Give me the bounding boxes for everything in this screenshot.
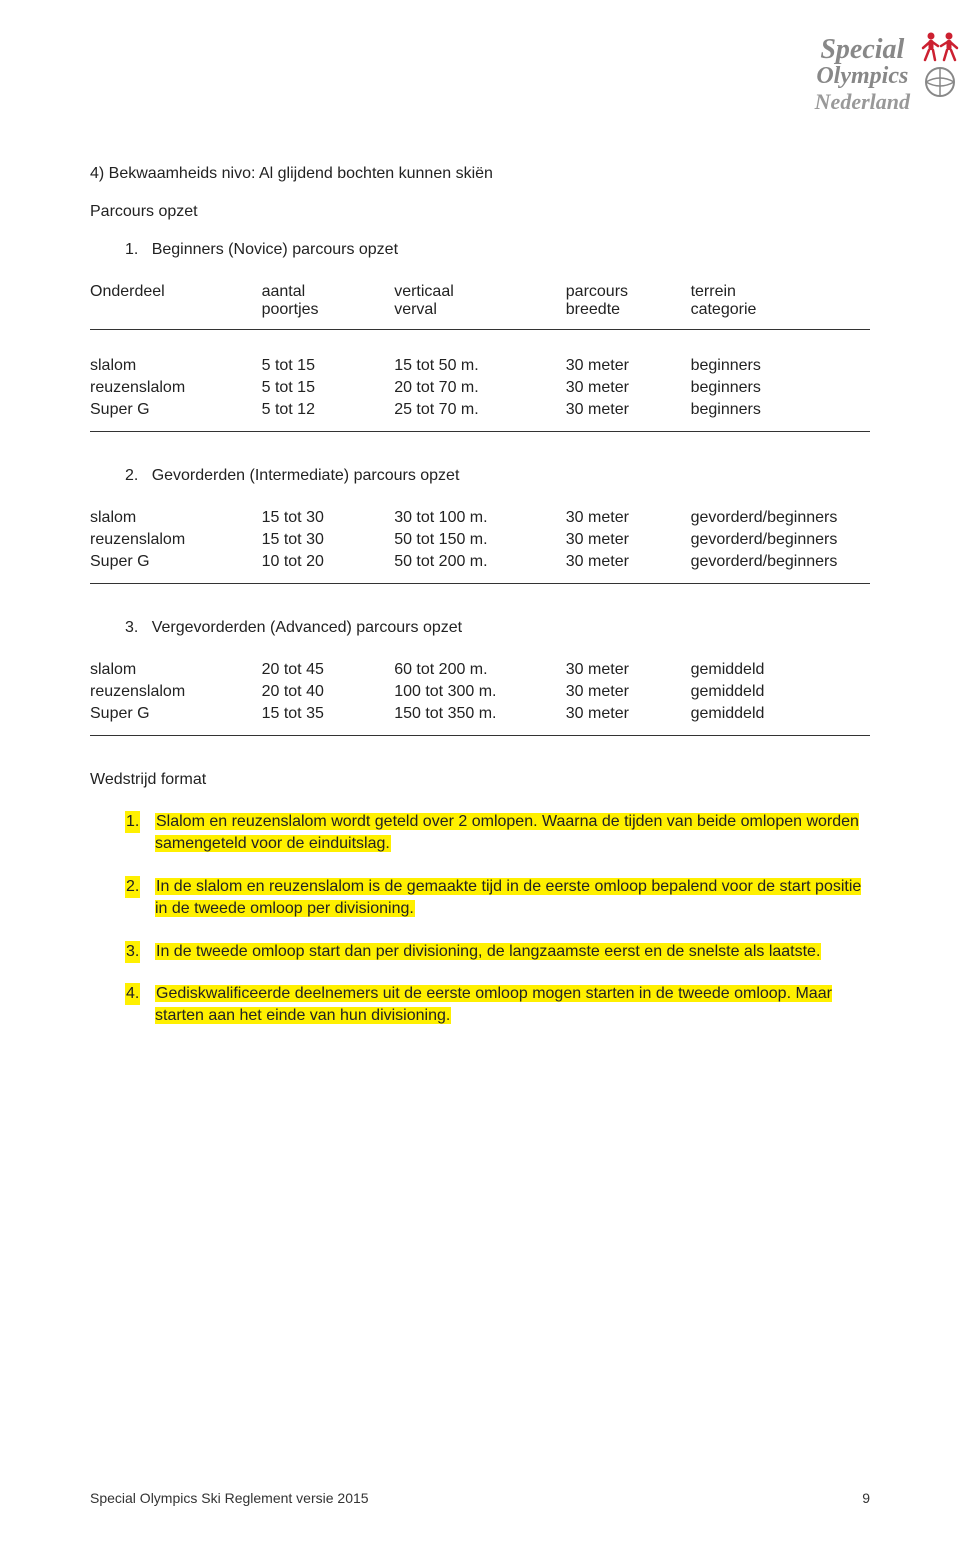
table-row: reuzenslalom 5 tot 15 20 tot 70 m. 30 me…: [90, 377, 870, 399]
skill-level-heading: 4) Bekwaamheids nivo: Al glijdend bochte…: [90, 165, 870, 183]
col-verticaal: verticaal verval: [394, 281, 566, 321]
table-row: reuzenslalom 15 tot 30 50 tot 150 m. 30 …: [90, 529, 870, 551]
footer-left: Special Olympics Ski Reglement versie 20…: [90, 1490, 369, 1506]
divider: [90, 329, 870, 330]
list-title-text: Beginners (Novice) parcours opzet: [152, 241, 398, 258]
item-text: In de tweede omloop start dan per divisi…: [155, 943, 821, 960]
logo-line2: Olympics: [815, 64, 910, 89]
parcours-opzet-label: Parcours opzet: [90, 203, 870, 221]
format-item: 3. In de tweede omloop start dan per div…: [125, 941, 870, 963]
section-2-data: slalom 15 tot 30 30 tot 100 m. 30 meter …: [90, 507, 870, 573]
item-number: 4.: [125, 983, 140, 1005]
list-number: 1.: [125, 241, 138, 258]
item-number: 1.: [125, 811, 140, 833]
table-row: Super G 15 tot 35 150 tot 350 m. 30 mete…: [90, 703, 870, 725]
page-content: 4) Bekwaamheids nivo: Al glijdend bochte…: [90, 165, 870, 1028]
item-number: 2.: [125, 876, 140, 898]
logo-line3: Nederland: [815, 90, 910, 113]
wedstrijd-format-heading: Wedstrijd format: [90, 771, 870, 789]
table-row: slalom 20 tot 45 60 tot 200 m. 30 meter …: [90, 659, 870, 681]
list-title-text: Gevorderden (Intermediate) parcours opze…: [152, 467, 460, 484]
col-parcours: parcours breedte: [566, 281, 691, 321]
section-1-data: slalom 5 tot 15 15 tot 50 m. 30 meter be…: [90, 355, 870, 421]
logo-line1: Special: [815, 35, 910, 64]
col-aantal: aantal poortjes: [262, 281, 395, 321]
divider: [90, 735, 870, 736]
item-number: 3.: [125, 941, 140, 963]
table-row: Super G 5 tot 12 25 tot 70 m. 30 meter b…: [90, 399, 870, 421]
course-header-table: Onderdeel aantal poortjes verticaal verv…: [90, 281, 870, 321]
table-row: Super G 10 tot 20 50 tot 200 m. 30 meter…: [90, 551, 870, 573]
table-row: slalom 15 tot 30 30 tot 100 m. 30 meter …: [90, 507, 870, 529]
divider: [90, 431, 870, 432]
list-number: 2.: [125, 467, 138, 484]
page-number: 9: [862, 1490, 870, 1506]
list-title-text: Vergevorderden (Advanced) parcours opzet: [152, 619, 462, 636]
col-terrein: terrein categorie: [691, 281, 870, 321]
item-text: In de slalom en reuzenslalom is de gemaa…: [155, 878, 861, 917]
item-text: Slalom en reuzenslalom wordt geteld over…: [155, 813, 859, 852]
section-1-title: 1. Beginners (Novice) parcours opzet: [90, 241, 870, 259]
divider: [90, 583, 870, 584]
table-row: reuzenslalom 20 tot 40 100 tot 300 m. 30…: [90, 681, 870, 703]
page-footer: Special Olympics Ski Reglement versie 20…: [90, 1490, 870, 1506]
format-list: 1. Slalom en reuzenslalom wordt geteld o…: [90, 811, 870, 1028]
format-item: 4. Gediskwalificeerde deelnemers uit de …: [125, 983, 870, 1028]
item-text: Gediskwalificeerde deelnemers uit de eer…: [155, 985, 832, 1024]
section-2-title: 2. Gevorderden (Intermediate) parcours o…: [90, 467, 870, 485]
globe-figures-icon: [915, 30, 960, 100]
table-row: slalom 5 tot 15 15 tot 50 m. 30 meter be…: [90, 355, 870, 377]
col-onderdeel: Onderdeel: [90, 281, 262, 321]
list-number: 3.: [125, 619, 138, 636]
format-item: 2. In de slalom en reuzenslalom is de ge…: [125, 876, 870, 921]
brand-logo: Special Olympics Nederland: [815, 35, 910, 113]
section-3-title: 3. Vergevorderden (Advanced) parcours op…: [90, 619, 870, 637]
section-3-data: slalom 20 tot 45 60 tot 200 m. 30 meter …: [90, 659, 870, 725]
format-item: 1. Slalom en reuzenslalom wordt geteld o…: [125, 811, 870, 856]
